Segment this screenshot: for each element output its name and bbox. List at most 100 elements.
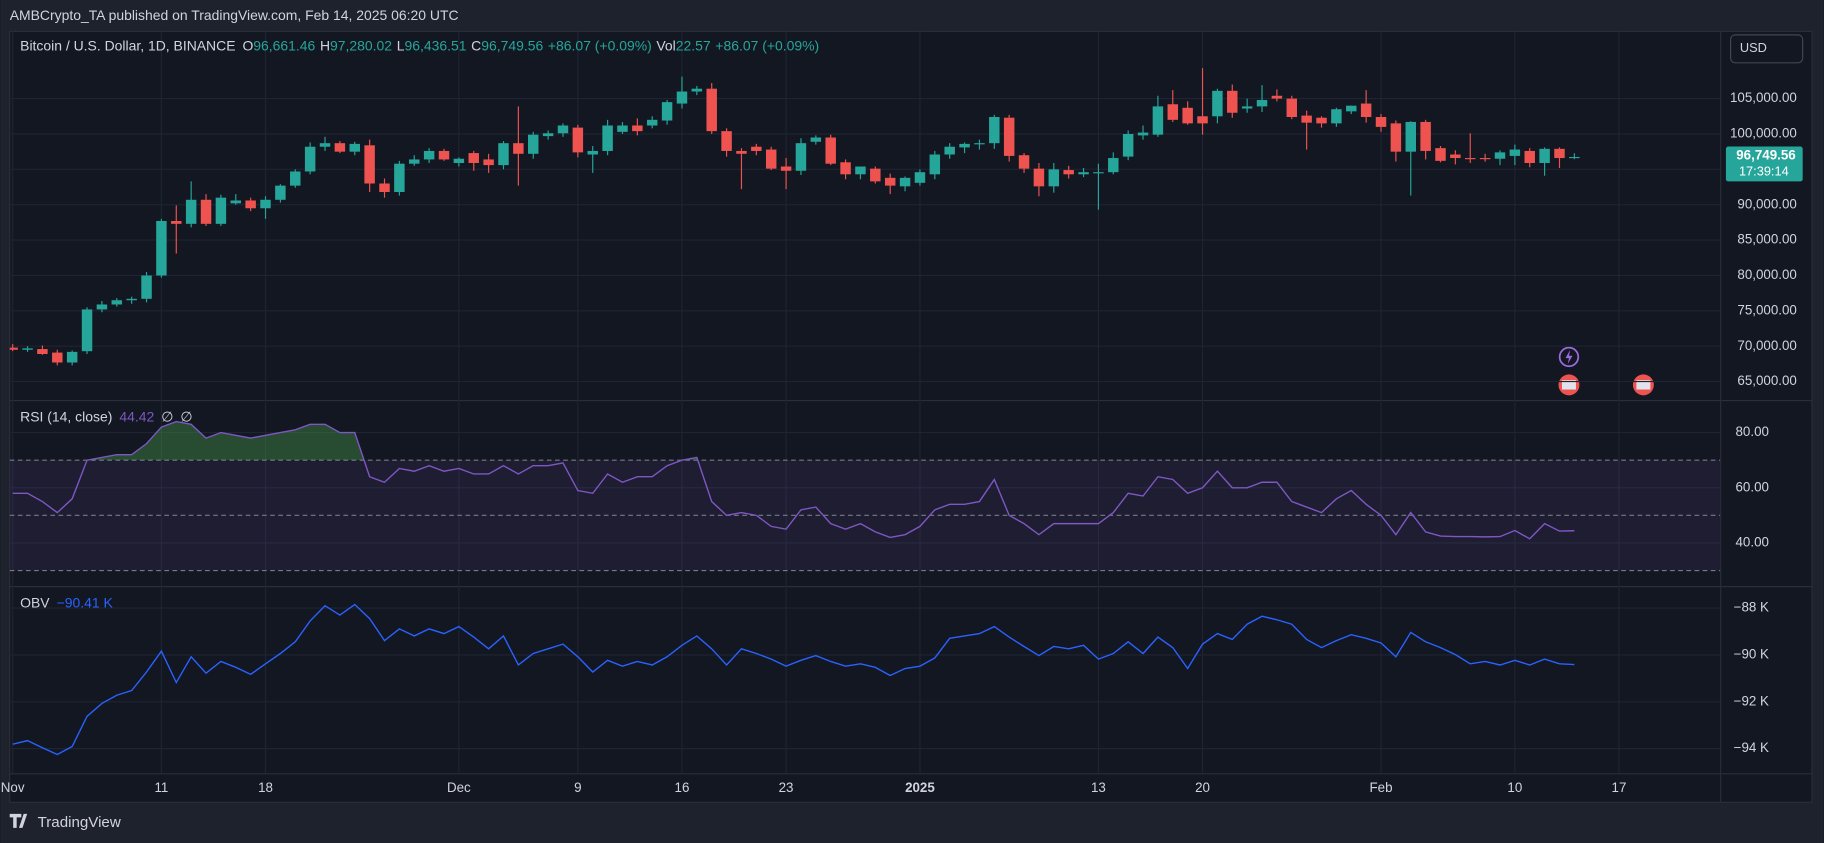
candle-body <box>513 143 524 154</box>
candle-body <box>275 185 286 200</box>
candle-body <box>1375 116 1387 127</box>
candle-body <box>617 125 628 132</box>
candle-body <box>810 137 822 142</box>
y-tick-label: −94 K <box>1734 740 1769 755</box>
candle-body <box>438 150 450 160</box>
last-price-box <box>1725 146 1803 182</box>
candle-body <box>245 200 256 209</box>
candle-body <box>379 183 390 192</box>
candle-body <box>884 177 896 186</box>
candle-body <box>1405 121 1416 152</box>
indicator-legend: RSI (14, close) 44.42 ∅ ∅ <box>20 408 192 424</box>
x-tick-label: Dec <box>447 780 471 795</box>
candle-body <box>1524 150 1535 163</box>
candle-body <box>111 300 123 305</box>
candle-body <box>1108 158 1119 173</box>
candle-body <box>1048 169 1060 187</box>
candle-body <box>1078 172 1089 175</box>
candle-body <box>632 125 643 132</box>
y-tick-label: 60.00 <box>1736 479 1769 494</box>
candle-body <box>528 134 539 154</box>
candle-body <box>1494 152 1506 159</box>
candle-body <box>1033 168 1045 187</box>
indicator-extra: ∅ <box>161 408 173 424</box>
candle-body <box>959 143 970 148</box>
candle-body <box>1018 155 1030 169</box>
pane <box>9 420 1721 572</box>
candle-body <box>1182 107 1193 124</box>
candle-body <box>1420 121 1431 151</box>
candle-body <box>1539 148 1550 163</box>
candle-body <box>1554 148 1565 159</box>
candle-body <box>126 298 137 301</box>
candle-body <box>780 166 792 171</box>
y-tick-label: 80,000.00 <box>1737 267 1796 282</box>
y-tick-label: 90,000.00 <box>1737 196 1796 211</box>
candle-body <box>914 172 926 183</box>
candle-body <box>304 146 316 172</box>
candle-body <box>587 150 598 155</box>
candle-body <box>141 275 152 299</box>
candle-body <box>661 102 673 121</box>
candle-body <box>1301 115 1312 123</box>
legend-key: Vol <box>656 37 675 53</box>
legend-key: H <box>320 37 330 53</box>
candle-body <box>646 119 658 126</box>
candle-body <box>1271 95 1283 99</box>
candle-body <box>96 304 108 310</box>
candle-body <box>899 177 911 187</box>
candle-body <box>1360 103 1372 117</box>
candle-body <box>765 149 777 169</box>
candle-body <box>1152 106 1164 135</box>
pane <box>12 603 1575 756</box>
last-price-label: 96,749.56 <box>1736 147 1795 162</box>
candle-body <box>870 168 881 182</box>
candle-body <box>1569 156 1580 159</box>
candle-body <box>602 125 613 151</box>
candle-body <box>825 137 836 164</box>
event-bolt <box>1565 349 1573 364</box>
candle-body <box>81 309 93 352</box>
candle-body <box>37 349 48 355</box>
x-tick-label: Nov <box>1 780 25 795</box>
candle-body <box>483 159 494 166</box>
candle-body <box>215 197 227 224</box>
x-tick-label: 18 <box>258 780 273 795</box>
candle-body <box>1197 116 1208 124</box>
candle-body <box>557 125 569 134</box>
candle-body <box>676 91 688 104</box>
x-tick-label: 9 <box>574 780 581 795</box>
candle-body <box>1435 148 1446 161</box>
candle-body <box>52 352 63 363</box>
legend-change: +86.07 (+0.09%) <box>715 37 819 53</box>
candle-body <box>1346 105 1357 112</box>
currency-button[interactable] <box>1730 34 1804 64</box>
candle-body <box>1286 98 1298 117</box>
candle-body <box>290 171 301 186</box>
indicator-line <box>12 603 1575 756</box>
x-tick-label: Feb <box>1369 780 1392 795</box>
candle-body <box>453 158 465 163</box>
legend-value: 96,661.46 <box>253 37 315 53</box>
y-tick-label: 105,000.00 <box>1730 90 1797 105</box>
candle-body <box>795 143 807 171</box>
candle-body <box>1063 170 1074 175</box>
candle-body <box>9 347 18 350</box>
y-tick-label: −88 K <box>1734 600 1769 615</box>
currency-label[interactable]: USD <box>1740 40 1767 55</box>
indicator-value: −90.41 K <box>57 594 114 610</box>
x-tick-label: 20 <box>1195 780 1210 795</box>
x-tick-label: 17 <box>1612 780 1627 795</box>
candle-body <box>349 143 360 152</box>
candle-body <box>260 199 271 209</box>
legend-key: O <box>242 37 253 53</box>
y-tick-label: 40.00 <box>1736 534 1769 549</box>
candle-body <box>751 146 762 151</box>
candle-body <box>572 127 584 153</box>
legend-value: 22.57 <box>676 37 711 53</box>
indicator-title: OBV <box>20 594 50 610</box>
candle-body <box>468 153 479 163</box>
pane <box>9 68 1580 366</box>
x-tick-label: 10 <box>1507 780 1522 795</box>
